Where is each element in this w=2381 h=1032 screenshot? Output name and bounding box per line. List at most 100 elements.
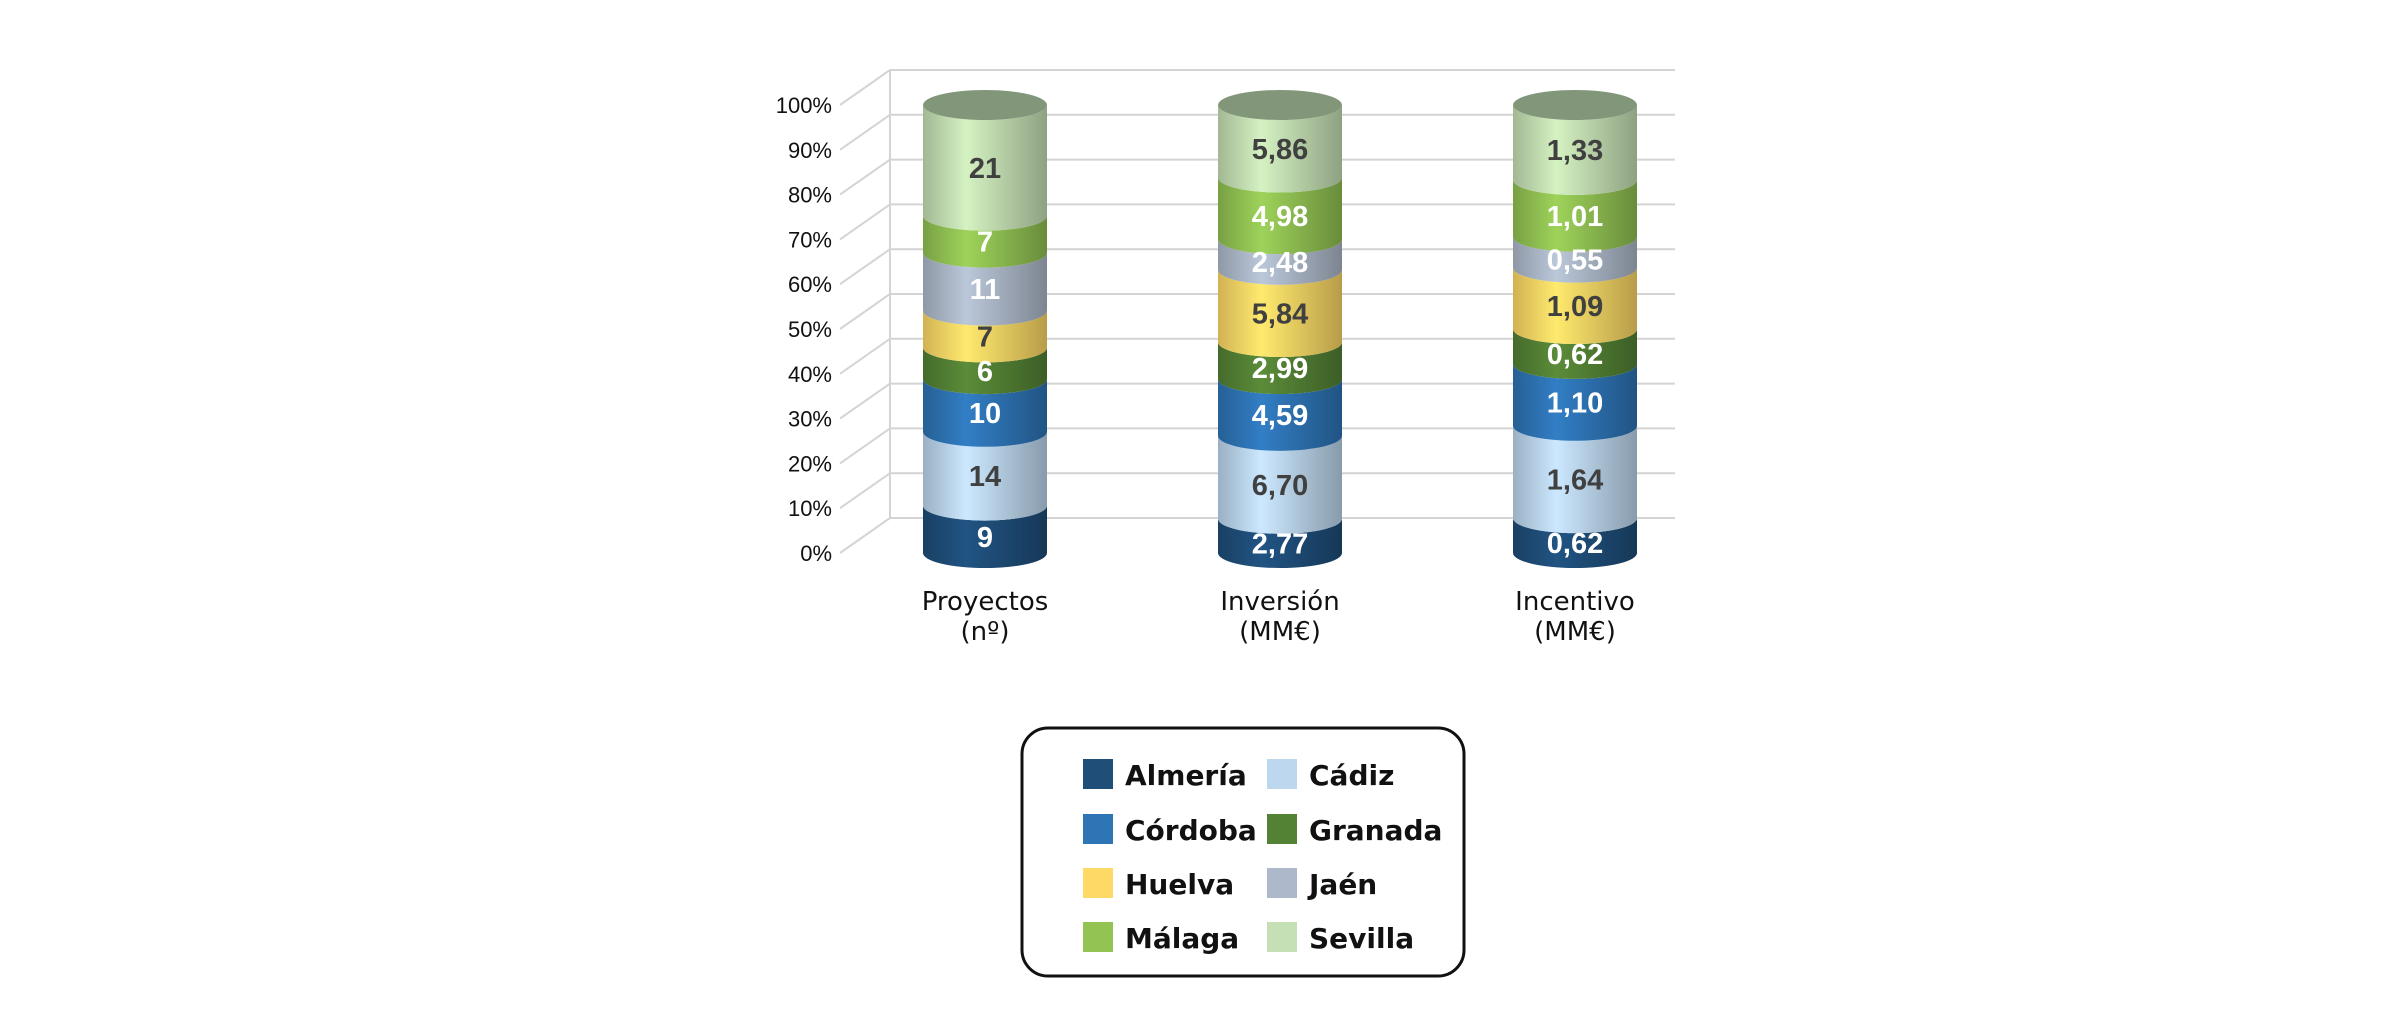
legend-swatch: [1083, 922, 1113, 952]
y-tick-label: 40%: [788, 362, 832, 387]
data-label: 1,33: [1547, 135, 1603, 167]
legend: Almería Cádiz Córdoba Granada Huelva Jaén Mála…: [1020, 726, 1466, 978]
legend-label: Córdoba: [1125, 814, 1257, 847]
bar-segment-málaga: [1218, 177, 1342, 255]
bar-segment-córdoba: [923, 379, 1047, 447]
data-label: 2,99: [1252, 353, 1308, 385]
y-tick-label: 30%: [788, 407, 832, 432]
gridline-depth: [839, 69, 891, 106]
gridline-depth: [839, 382, 891, 420]
x-axis-categories: Proyectos(nº)Inversión(MM€)Incentivo(MM€…: [922, 587, 1635, 647]
gridline-depth: [839, 113, 891, 151]
data-label: 4,59: [1252, 400, 1308, 432]
legend-label: Almería: [1125, 759, 1247, 792]
bar-segment-huelva: [1218, 269, 1342, 358]
cylinder-top-cap: [1218, 90, 1342, 120]
cylinder-top-cap: [923, 90, 1047, 120]
bar-segment-huelva: [1513, 267, 1637, 344]
data-label: 6,70: [1252, 470, 1308, 502]
y-tick-label: 90%: [788, 138, 832, 163]
gridline-depth: [839, 158, 891, 196]
data-label: 14: [969, 461, 1001, 493]
legend-swatch: [1267, 922, 1297, 952]
bar-segment-granada: [1218, 342, 1342, 395]
bar-segment-almería: [1513, 518, 1637, 568]
y-tick-label: 50%: [788, 317, 832, 342]
data-label: 2,77: [1252, 528, 1308, 560]
legend-swatch: [1083, 814, 1113, 844]
y-tick-label: 20%: [788, 451, 832, 476]
bar-segment-jaén: [1513, 236, 1637, 283]
bar-segment-granada: [923, 347, 1047, 395]
data-label: 1,01: [1547, 201, 1603, 233]
bar-segment-granada: [1513, 329, 1637, 379]
data-label: 11: [970, 274, 1001, 306]
data-label: 9: [977, 522, 993, 554]
y-tick-label: 10%: [788, 496, 832, 521]
cylinder-top-cap: [1513, 90, 1637, 120]
x-category-unit: (MM€): [1239, 617, 1321, 647]
data-label: 1,64: [1547, 464, 1603, 496]
y-axis-ticks: 0% 10% 20% 30% 40% 50% 60% 70% 80% 90% 100%: [776, 93, 832, 566]
legend-label: Huelva: [1125, 868, 1234, 901]
legend-box: [1020, 726, 1466, 978]
bar-segment-jaén: [1218, 239, 1342, 285]
data-label: 5,84: [1252, 298, 1308, 330]
data-label: 0,55: [1547, 245, 1603, 277]
data-label: 6: [977, 356, 993, 388]
legend-label: Málaga: [1125, 922, 1239, 955]
y-tick-label: 70%: [788, 227, 832, 252]
gridline-depth: [839, 248, 891, 286]
bar-segment-jaén: [923, 252, 1047, 326]
bar-segment-málaga: [923, 215, 1047, 268]
gridline-depth: [839, 517, 891, 554]
x-category-label: Proyectos: [922, 587, 1049, 617]
gridline-depth: [839, 203, 891, 241]
bar-segment-almería: [1218, 518, 1342, 568]
data-label: 0,62: [1547, 339, 1603, 371]
data-label: 1,10: [1547, 387, 1603, 419]
bar-segment-córdoba: [1513, 363, 1637, 441]
legend-swatch: [1267, 759, 1297, 789]
legend-swatch: [1267, 868, 1297, 898]
bar-segment-cádiz: [923, 431, 1047, 521]
data-labels: 9141067117212,776,704,592,995,842,484,98…: [969, 134, 1603, 561]
data-label: 7: [977, 227, 993, 259]
x-category-unit: (MM€): [1534, 617, 1616, 647]
gridline-depth: [839, 472, 891, 510]
bar-segment-almería: [923, 505, 1047, 568]
bar-segment-cádiz: [1218, 435, 1342, 534]
legend-label: Granada: [1309, 814, 1442, 847]
bar-segment-córdoba: [1218, 379, 1342, 451]
bar-segment-sevilla: [1218, 105, 1342, 193]
gridline-depth: [839, 293, 891, 330]
x-category-label: Incentivo: [1515, 587, 1635, 617]
y-tick-label: 60%: [788, 272, 832, 297]
gridline-depth: [839, 337, 891, 375]
data-label: 0,62: [1547, 528, 1603, 560]
data-label: 1,09: [1547, 291, 1603, 323]
bar-segment-huelva: [923, 310, 1047, 363]
legend-label: Cádiz: [1309, 759, 1394, 792]
bar-segment-cádiz: [1513, 425, 1637, 534]
x-category-label: Inversión: [1220, 587, 1339, 617]
bars: [923, 90, 1637, 568]
data-label: 7: [977, 322, 993, 354]
data-label: 10: [969, 398, 1001, 430]
y-tick-label: 0%: [800, 541, 832, 566]
data-label: 5,86: [1252, 134, 1308, 166]
data-label: 21: [969, 153, 1001, 185]
bar-segment-sevilla: [1513, 105, 1637, 195]
legend-swatch: [1083, 759, 1113, 789]
data-label: 4,98: [1252, 201, 1308, 233]
y-tick-label: 100%: [776, 93, 832, 118]
y-tick-label: 80%: [788, 183, 832, 208]
data-label: 2,48: [1252, 247, 1308, 279]
legend-swatch: [1083, 868, 1113, 898]
x-category-unit: (nº): [960, 617, 1009, 647]
bar-segment-málaga: [1513, 179, 1637, 252]
legend-swatch: [1267, 814, 1297, 844]
legend-label: Sevilla: [1309, 922, 1414, 955]
bar-segment-sevilla: [923, 105, 1047, 231]
